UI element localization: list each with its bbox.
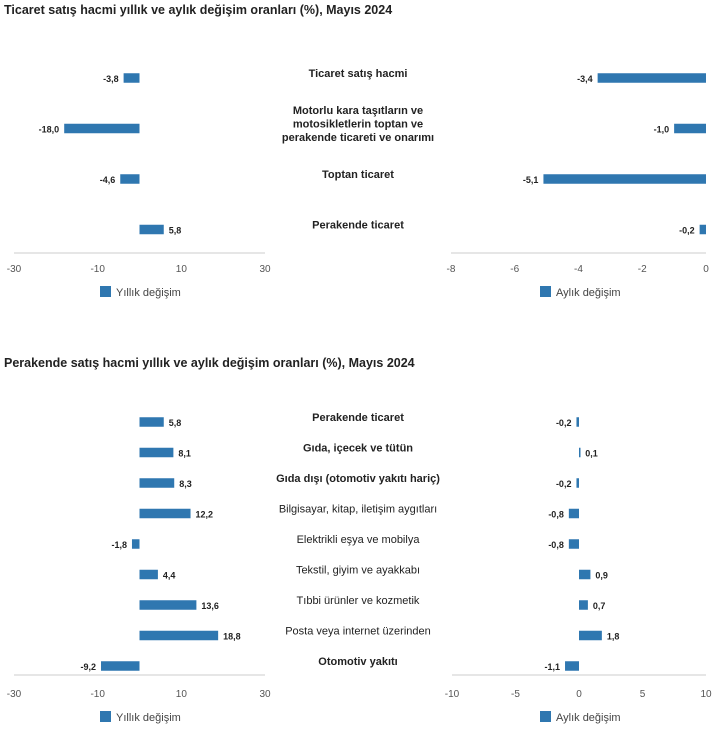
chart-2-series-1-bar	[101, 661, 140, 671]
chart-2-category-label: Gıda dışı (otomotiv yakıtı hariç)	[276, 473, 440, 485]
chart-2-series-2-tick-label: -10	[445, 689, 460, 700]
chart-2-series-2-data-label: 1,8	[607, 632, 620, 642]
chart-1-series-2-bar	[699, 224, 706, 235]
chart-2-series-2-bar	[579, 569, 591, 580]
chart-2-series-2-tick-label: 0	[576, 689, 582, 700]
chart-2-series-1-data-label: -9,2	[80, 662, 96, 672]
chart-2-series-2-bar	[568, 508, 579, 519]
chart-2-series-2-data-label: -0,2	[556, 418, 572, 428]
chart-2-series-1-data-label: 8,3	[179, 479, 192, 489]
chart-2-series-2-data-label: -1,1	[545, 662, 561, 672]
chart-2-series-2-bar	[568, 539, 579, 549]
chart-2-series-1-bar	[131, 539, 140, 549]
chart-2-series-2-data-label: 0,9	[595, 571, 608, 581]
chart-2-series-1-data-label: -1,8	[111, 540, 127, 550]
chart-1-series-2-bar	[543, 174, 706, 184]
chart-1-series-1-data-label: -4,6	[100, 175, 116, 185]
chart-1-series-2-tick-label: -4	[574, 264, 583, 275]
chart-2-series-1-data-label: 13,6	[201, 601, 219, 611]
chart-2-category-label: Posta veya internet üzerinden	[285, 626, 431, 638]
chart-1-category-label: Motorlu kara taşıtların ve	[293, 105, 423, 117]
chart-1-series-2-tick-label: -8	[447, 264, 456, 275]
chart-1-category-label: Ticaret satış hacmi	[309, 68, 408, 80]
chart-2-series-2-tick-label: 10	[700, 689, 712, 700]
chart-1-series-1-bar	[139, 224, 164, 235]
chart-2-series-1-tick-label: 10	[176, 689, 188, 700]
chart-2-series-1-tick-label: 30	[259, 689, 271, 700]
chart-1-series-1-bar	[64, 123, 140, 134]
chart-1-category-label: Toptan ticaret	[322, 169, 394, 181]
chart-2-series-2-bar	[579, 630, 602, 641]
chart-1-series-2-bar	[674, 123, 706, 134]
chart-1-series-1-tick-label: 10	[176, 264, 188, 275]
chart-2-series-2-data-label: -0,2	[556, 479, 572, 489]
chart-2-series-1-bar	[139, 569, 158, 580]
chart-2-series-2-data-label: 0,7	[593, 601, 606, 611]
chart-1-legend-label-2: Aylık değişim	[556, 287, 621, 299]
chart-1-series-1-data-label: -3,8	[103, 74, 119, 84]
chart-2-series-1-data-label: 18,8	[223, 632, 241, 642]
chart-1-series-2-tick-label: 0	[703, 264, 709, 275]
chart-2-series-2-bar	[579, 447, 581, 458]
chart-2-category-label: Tıbbi ürünler ve kozmetik	[297, 595, 420, 607]
chart-1-legend-label-1: Yıllık değişim	[116, 287, 181, 299]
chart-2-series-2-data-label: -0,8	[548, 540, 564, 550]
chart-1-series-2-data-label: -5,1	[523, 175, 539, 185]
chart-1-series-2-tick-label: -2	[638, 264, 647, 275]
chart-2-series-1-bar	[139, 600, 197, 610]
chart-1-series-1-data-label: -18,0	[39, 125, 60, 135]
chart-1-series-1-tick-label: -10	[90, 264, 105, 275]
chart-2-series-1-tick-label: -10	[90, 689, 105, 700]
chart-2-series-2-tick-label: 5	[640, 689, 646, 700]
chart-2-legend-label-2: Aylık değişim	[556, 712, 621, 724]
chart-1-series-1-bar	[123, 73, 140, 83]
chart-2-series-2-bar	[565, 661, 579, 671]
chart-1-title: Ticaret satış hacmi yıllık ve aylık deği…	[4, 3, 393, 17]
chart-2-series-2-tick-label: -5	[511, 689, 520, 700]
chart-1-series-1-tick-label: -30	[7, 264, 22, 275]
chart-1-category-label: perakende ticareti ve onarımı	[282, 132, 434, 144]
chart-2-series-1-data-label: 12,2	[196, 510, 214, 520]
chart-2-series-2-data-label: -0,8	[548, 510, 564, 520]
chart-1-series-2-data-label: -3,4	[577, 74, 593, 84]
chart-1-category-label: Perakende ticaret	[312, 220, 404, 232]
chart-2-series-1-bar	[139, 508, 191, 519]
chart-2-series-1-bar	[139, 630, 219, 641]
chart-2-series-1-data-label: 8,1	[178, 449, 191, 459]
chart-2-series-2-bar	[579, 600, 588, 610]
chart-2-category-label: Perakende ticaret	[312, 412, 404, 424]
chart-2-title: Perakende satış hacmi yıllık ve aylık de…	[4, 356, 415, 370]
chart-2-series-1-bar	[139, 447, 174, 458]
chart-2-series-2-data-label: 0,1	[585, 449, 598, 459]
chart-2-category-label: Tekstil, giyim ve ayakkabı	[296, 565, 420, 577]
chart-1-category-label: motosikletlerin toptan ve	[293, 119, 423, 131]
chart-2-category-label: Otomotiv yakıtı	[318, 656, 397, 668]
chart-2-series-1-data-label: 4,4	[163, 571, 176, 581]
chart-2-series-1-bar	[139, 478, 175, 488]
chart-2-series-2-bar	[576, 478, 579, 488]
chart-1-legend-swatch-1	[100, 286, 111, 297]
chart-2-legend-swatch-2	[540, 711, 551, 722]
chart-1-series-2-data-label: -1,0	[654, 125, 670, 135]
chart-1-series-1-data-label: 5,8	[169, 226, 182, 236]
chart-1-series-1-tick-label: 30	[259, 264, 271, 275]
chart-1-series-2-bar	[597, 73, 706, 83]
chart-2-legend-label-1: Yıllık değişim	[116, 712, 181, 724]
chart-1-series-2-tick-label: -6	[510, 264, 519, 275]
chart-2-series-2-bar	[576, 417, 579, 427]
chart-2-category-label: Bilgisayar, kitap, iletişim aygıtları	[279, 504, 437, 516]
chart-2-category-label: Elektrikli eşya ve mobilya	[297, 534, 421, 546]
chart-2-series-1-bar	[139, 417, 164, 427]
chart-2-legend-swatch-1	[100, 711, 111, 722]
chart-2-category-label: Gıda, içecek ve tütün	[303, 443, 413, 455]
chart-2-series-1-data-label: 5,8	[169, 418, 182, 428]
chart-1-series-1-bar	[120, 174, 140, 184]
chart-2-series-1-tick-label: -30	[7, 689, 22, 700]
chart-1-legend-swatch-2	[540, 286, 551, 297]
chart-1-series-2-data-label: -0,2	[679, 226, 695, 236]
